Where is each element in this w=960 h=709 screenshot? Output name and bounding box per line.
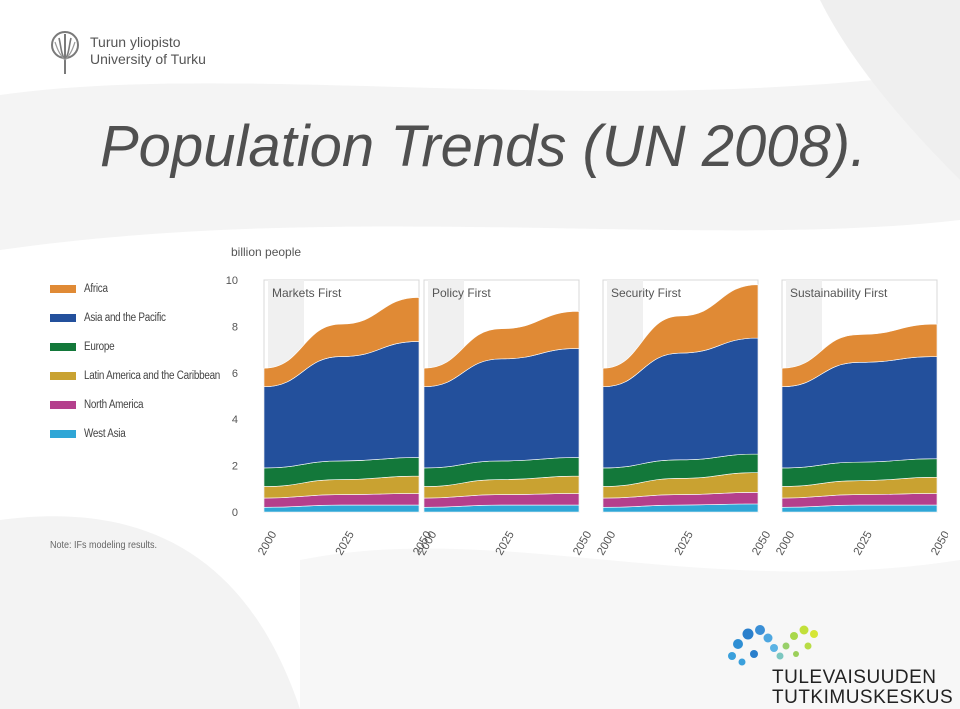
- futures-logo-line1: TULEVAISUUDEN: [772, 667, 937, 688]
- futures-logo-dots-icon: [728, 625, 818, 666]
- x-tick-label: 2000: [774, 529, 797, 557]
- legend-label: West Asia: [84, 428, 126, 440]
- legend-label: North America: [84, 399, 144, 411]
- x-tick-label: 2050: [750, 529, 773, 557]
- panel-title-policy-first: Policy First: [432, 286, 491, 300]
- y-tick-label: 8: [232, 321, 238, 333]
- x-tick-label: 2025: [852, 529, 875, 557]
- legend-swatch: [50, 314, 76, 322]
- population-figure: billion people 0 2 4 6 8 10 Markets First 2000 20…: [48, 238, 948, 568]
- university-crest-icon: [51, 31, 79, 74]
- legend-item-asia-and-the-pacific: Asia and the Pacific: [50, 310, 179, 326]
- legend-item-europe: Europe: [50, 339, 119, 355]
- x-tick-label: 2050: [571, 529, 594, 557]
- futures-research-centre-logo: TULEVAISUUDEN TUTKIMUSKESKUS: [724, 620, 954, 708]
- x-tick-label: 2025: [334, 529, 357, 557]
- university-name-fi: Turun yliopisto: [90, 34, 181, 50]
- area-security-first-africa: [602, 284, 759, 388]
- legend-swatch: [50, 372, 76, 380]
- legend-item-latin-america-and-the-caribbean: Latin America and the Caribbean: [50, 368, 242, 384]
- legend-item-west-asia: West Asia: [50, 426, 132, 442]
- area-policy-first-africa: [423, 311, 580, 388]
- chart-note: Note: IFs modeling results.: [50, 540, 158, 551]
- y-tick-label: 4: [232, 414, 238, 426]
- slide-title: Population Trends (UN 2008).: [100, 114, 867, 179]
- legend-item-africa: Africa: [50, 281, 112, 297]
- legend-label: Africa: [84, 283, 108, 295]
- panel-title-security-first: Security First: [611, 286, 682, 300]
- chart-legend: Africa Asia and the Pacific Europe Latin Am…: [48, 274, 220, 489]
- panel-title-markets-first: Markets First: [272, 286, 342, 300]
- area-markets-first-africa: [263, 297, 420, 388]
- y-axis-label: billion people: [231, 245, 301, 259]
- legend-label: Latin America and the Caribbean: [84, 370, 221, 382]
- legend-swatch: [50, 401, 76, 409]
- x-tick-label: 2025: [494, 529, 517, 557]
- university-logo: Turun yliopisto University of Turku: [44, 28, 214, 78]
- legend-swatch: [50, 285, 76, 293]
- panel-title-sustainability-first: Sustainability First: [790, 286, 888, 300]
- legend-swatch: [50, 430, 76, 438]
- x-tick-label: 2000: [256, 529, 279, 557]
- legend-item-north-america: North America: [50, 397, 153, 413]
- university-name-en: University of Turku: [90, 51, 206, 67]
- x-tick-label: 2000: [595, 529, 618, 557]
- x-tick-label: 2025: [673, 529, 696, 557]
- y-tick-label: 6: [232, 368, 238, 380]
- area-sustainability-first-africa: [781, 323, 938, 388]
- y-tick-label: 0: [232, 507, 238, 519]
- legend-label: Asia and the Pacific: [84, 312, 166, 324]
- legend-swatch: [50, 343, 76, 351]
- x-tick-label: 2050: [929, 529, 948, 557]
- futures-logo-line2: TUTKIMUSKESKUS: [772, 687, 954, 708]
- y-tick-label: 2: [232, 461, 238, 473]
- legend-label: Europe: [84, 341, 115, 353]
- y-tick-label: 10: [226, 275, 238, 287]
